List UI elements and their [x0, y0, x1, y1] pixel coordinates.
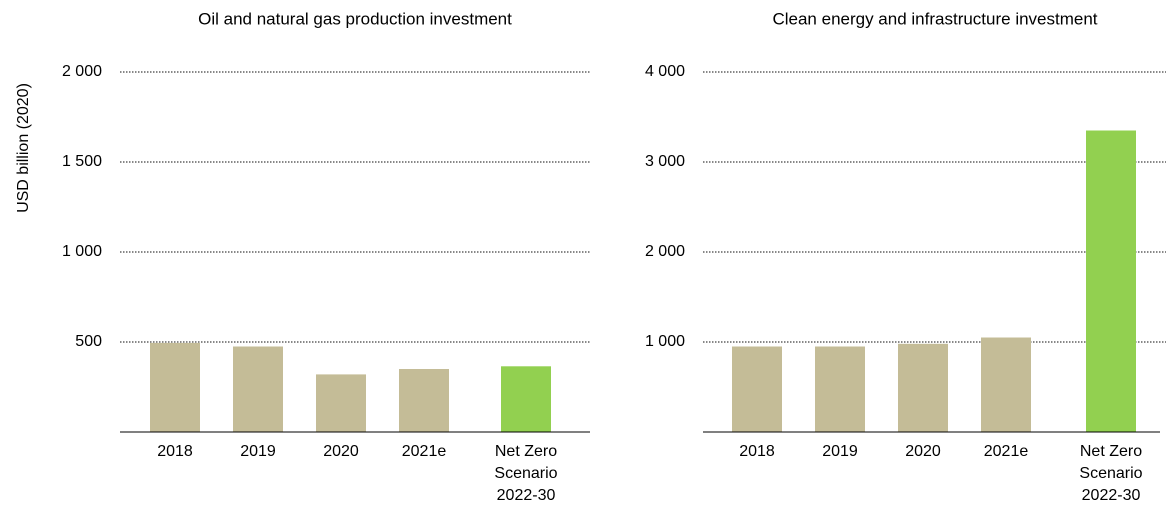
bar	[399, 369, 449, 432]
bar	[1086, 130, 1136, 432]
bar	[732, 346, 782, 432]
x-tick-label: 2021e	[984, 443, 1029, 460]
y-tick-label: 2 000	[62, 63, 102, 80]
x-tick-label: 2018	[739, 443, 775, 460]
bar	[981, 337, 1031, 432]
chart-title: Clean energy and infrastructure investme…	[772, 9, 1097, 28]
x-tick-label: 2018	[157, 443, 193, 460]
x-tick-label: 2020	[905, 443, 941, 460]
chart-title: Oil and natural gas production investmen…	[198, 9, 512, 28]
bar	[316, 374, 366, 432]
y-tick-label: 3 000	[645, 153, 685, 170]
y-tick-label: 1 000	[62, 243, 102, 260]
y-axis-label: USD billion (2020)	[15, 83, 32, 213]
bar	[815, 346, 865, 432]
y-tick-label: 4 000	[645, 63, 685, 80]
y-tick-label: 500	[75, 333, 102, 350]
x-tick-label: Net Zero Scenario 2022-30	[1079, 443, 1142, 504]
x-tick-label: 2020	[323, 443, 359, 460]
x-tick-label: 2019	[822, 443, 858, 460]
bar	[501, 366, 551, 432]
y-tick-label: 1 500	[62, 153, 102, 170]
bar	[233, 346, 283, 432]
y-tick-label: 1 000	[645, 333, 685, 350]
x-tick-label: 2019	[240, 443, 276, 460]
x-tick-label: Net Zero Scenario 2022-30	[494, 443, 557, 504]
bar	[150, 342, 200, 432]
x-tick-label: 2021e	[402, 443, 447, 460]
bar	[898, 343, 948, 432]
y-tick-label: 2 000	[645, 243, 685, 260]
